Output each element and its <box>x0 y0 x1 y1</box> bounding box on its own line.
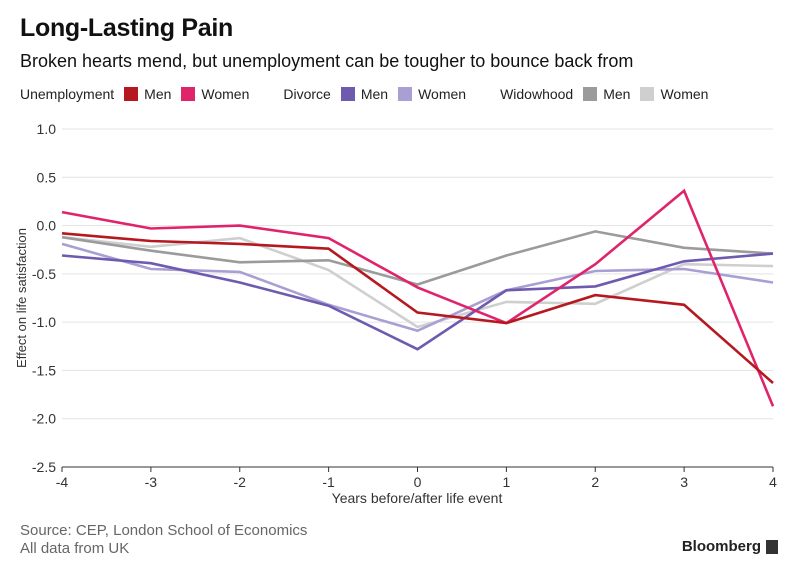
legend-swatch <box>340 87 355 101</box>
y-tick-label: 0.5 <box>37 169 57 185</box>
x-tick-label: 2 <box>591 474 599 490</box>
grid <box>62 128 773 468</box>
y-tick-label: -2.0 <box>32 411 56 427</box>
brand-name: Bloomberg <box>681 538 761 555</box>
x-tick-label: 4 <box>769 474 777 490</box>
legend: Unemployment Men Women Divorce Men Women… <box>20 86 742 102</box>
legend-item-unemployment-women: Women <box>181 86 249 102</box>
chart-subtitle: Broken hearts mend, but unemployment can… <box>20 51 634 71</box>
y-axis: 1.0 0.5 0.0 -0.5 -1.0 -1.5 -2.0 -2.5 <box>32 121 56 475</box>
legend-item-divorce-women: Women <box>398 86 466 102</box>
brand-logo: Bloomberg <box>682 538 778 555</box>
x-tick-label: -4 <box>56 474 69 490</box>
series-line-unemployment-men <box>61 232 774 384</box>
legend-group-divorce: Divorce Men Women <box>283 86 476 102</box>
x-tick-label: 1 <box>502 474 510 490</box>
series-lines <box>61 188 775 407</box>
series-line-divorce-men <box>61 252 774 351</box>
y-tick-label: 0.0 <box>37 218 57 234</box>
source-note: Source: CEP, London School of Economics <box>20 522 308 539</box>
legend-item-label: Men <box>603 86 631 102</box>
data-note: All data from UK <box>20 540 130 557</box>
y-tick-label: -1.0 <box>32 314 56 330</box>
series-line-widowhood-women <box>61 235 774 329</box>
brand-mark-icon <box>766 539 778 554</box>
legend-item-widowhood-women: Women <box>640 86 708 102</box>
y-tick-label: -1.5 <box>32 362 56 378</box>
legend-item-divorce-men: Men <box>340 86 389 102</box>
y-tick-label: 1.0 <box>37 121 57 137</box>
legend-group-unemployment: Unemployment Men Women <box>20 86 259 102</box>
y-tick-label: -0.5 <box>32 266 56 282</box>
legend-group-label: Unemployment <box>20 86 115 102</box>
series-line-widowhood-men <box>61 230 774 286</box>
footer: Source: CEP, London School of Economics … <box>20 522 307 558</box>
x-axis: -4 -3 -2 -1 0 1 2 3 4 <box>56 467 777 490</box>
series-line-unemployment-women <box>61 188 775 407</box>
legend-item-unemployment-men: Men <box>124 86 171 102</box>
legend-item-widowhood-men: Men <box>583 86 630 102</box>
y-tick-label: -2.5 <box>32 459 56 475</box>
x-tick-label: -2 <box>234 474 247 490</box>
legend-group-widowhood: Widowhood Men Women <box>500 86 718 102</box>
legend-item-label: Women <box>418 86 467 102</box>
legend-swatch <box>583 87 598 101</box>
x-tick-label: 3 <box>680 474 688 490</box>
x-tick-label: -1 <box>322 474 335 490</box>
legend-group-label: Divorce <box>283 86 331 102</box>
x-axis-label: Years before/after life event <box>332 490 503 506</box>
x-tick-label: -3 <box>145 474 158 490</box>
legend-swatch <box>640 87 655 101</box>
legend-item-label: Women <box>201 86 250 102</box>
chart-title: Long-Lasting Pain <box>20 14 233 42</box>
x-tick-label: 0 <box>414 474 422 490</box>
y-axis-label: Effect on life satisfaction <box>14 228 29 368</box>
legend-item-label: Women <box>660 86 709 102</box>
legend-swatch <box>124 87 139 101</box>
legend-item-label: Men <box>360 86 389 102</box>
legend-item-label: Men <box>144 86 172 102</box>
legend-swatch <box>398 87 413 101</box>
legend-group-label: Widowhood <box>500 86 574 102</box>
legend-swatch <box>181 87 196 101</box>
